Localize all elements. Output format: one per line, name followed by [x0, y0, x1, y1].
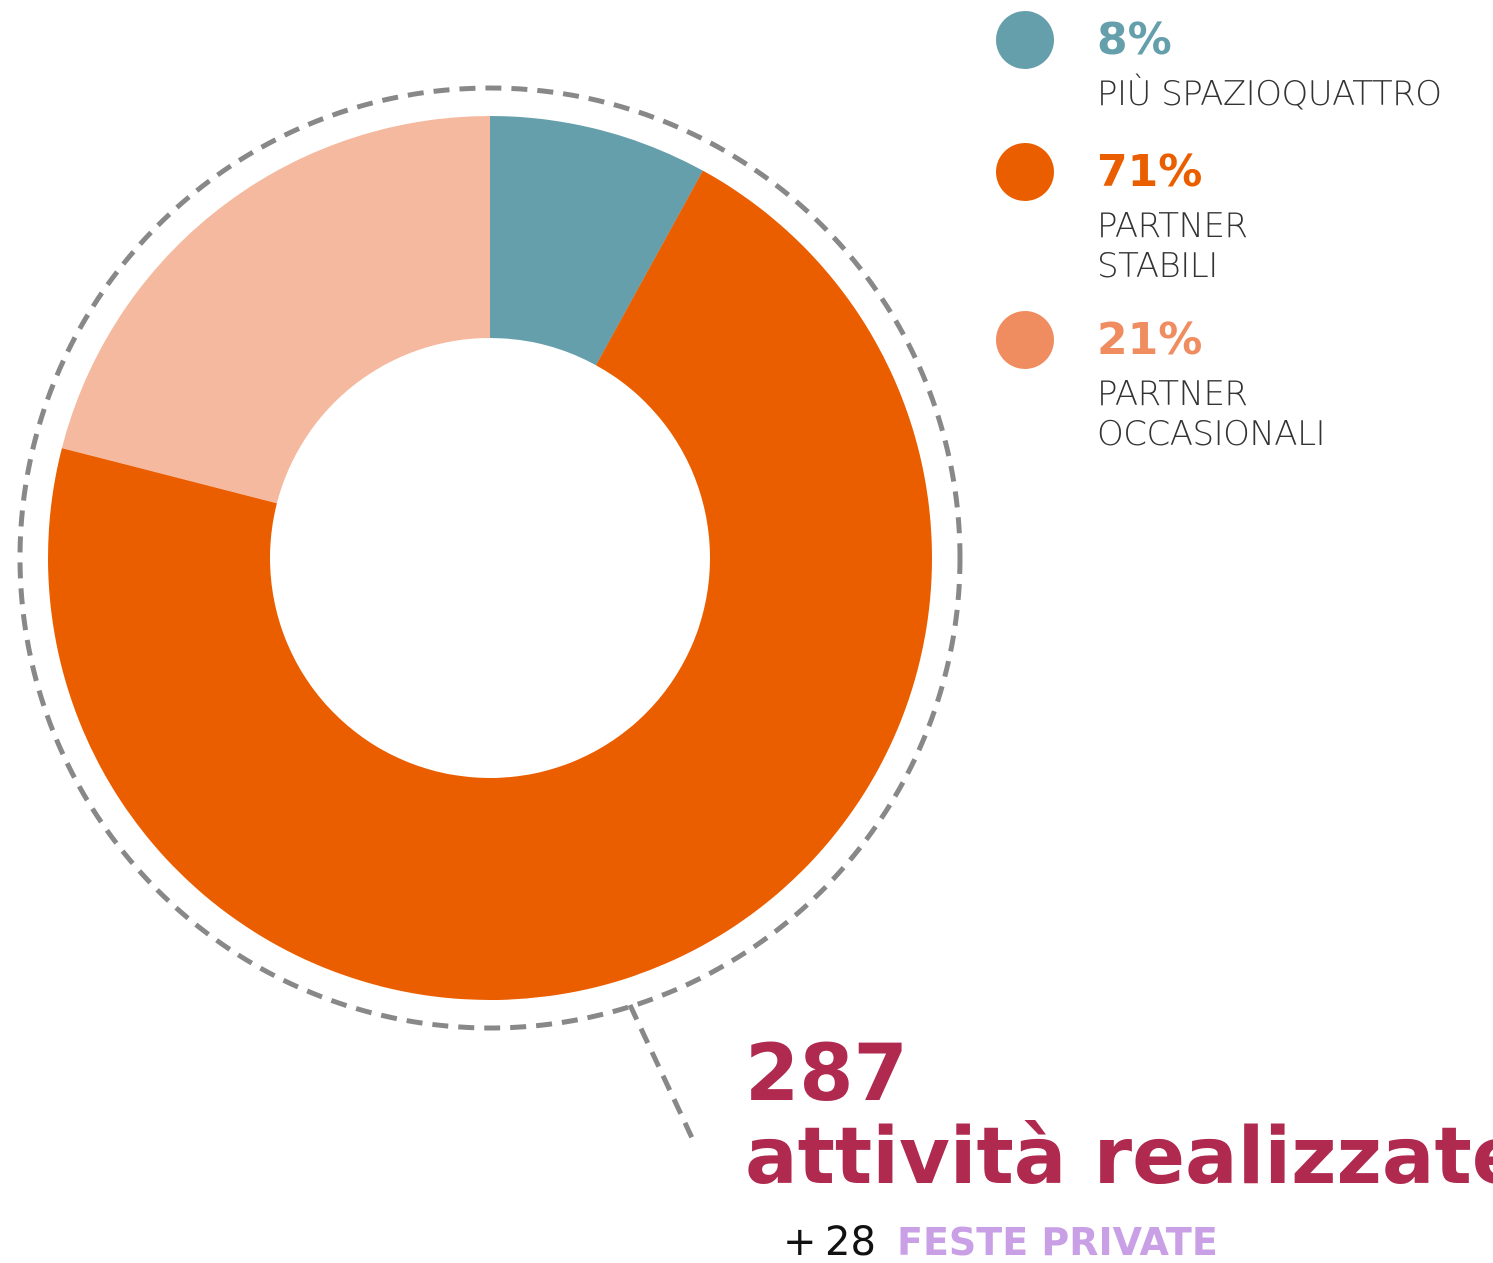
callout-line — [627, 1003, 696, 1142]
legend-swatch — [996, 143, 1054, 201]
extra-label: FESTE PRIVATE — [897, 1220, 1218, 1263]
donut — [48, 116, 933, 1001]
legend-label: PARTNER STABILI — [1097, 206, 1248, 286]
outline-ring — [17, 85, 963, 1031]
slice — [61, 116, 491, 504]
legend-label: PIÙ SPAZIOQUATTRO — [1097, 74, 1442, 114]
total-label: attività realizzate — [745, 1112, 1493, 1202]
total-value: 287 — [745, 1029, 908, 1119]
legend-value: 71% — [1097, 146, 1202, 197]
legend-value: 21% — [1097, 314, 1202, 365]
slice — [490, 116, 703, 366]
slice — [48, 170, 933, 1001]
legend-swatch — [996, 11, 1054, 69]
legend-swatch — [996, 311, 1054, 369]
legend-value: 8% — [1097, 14, 1172, 65]
extra-prefix: + — [783, 1219, 817, 1263]
extra-value: 28 — [825, 1219, 876, 1263]
legend-label: PARTNER OCCASIONALI — [1097, 374, 1326, 454]
